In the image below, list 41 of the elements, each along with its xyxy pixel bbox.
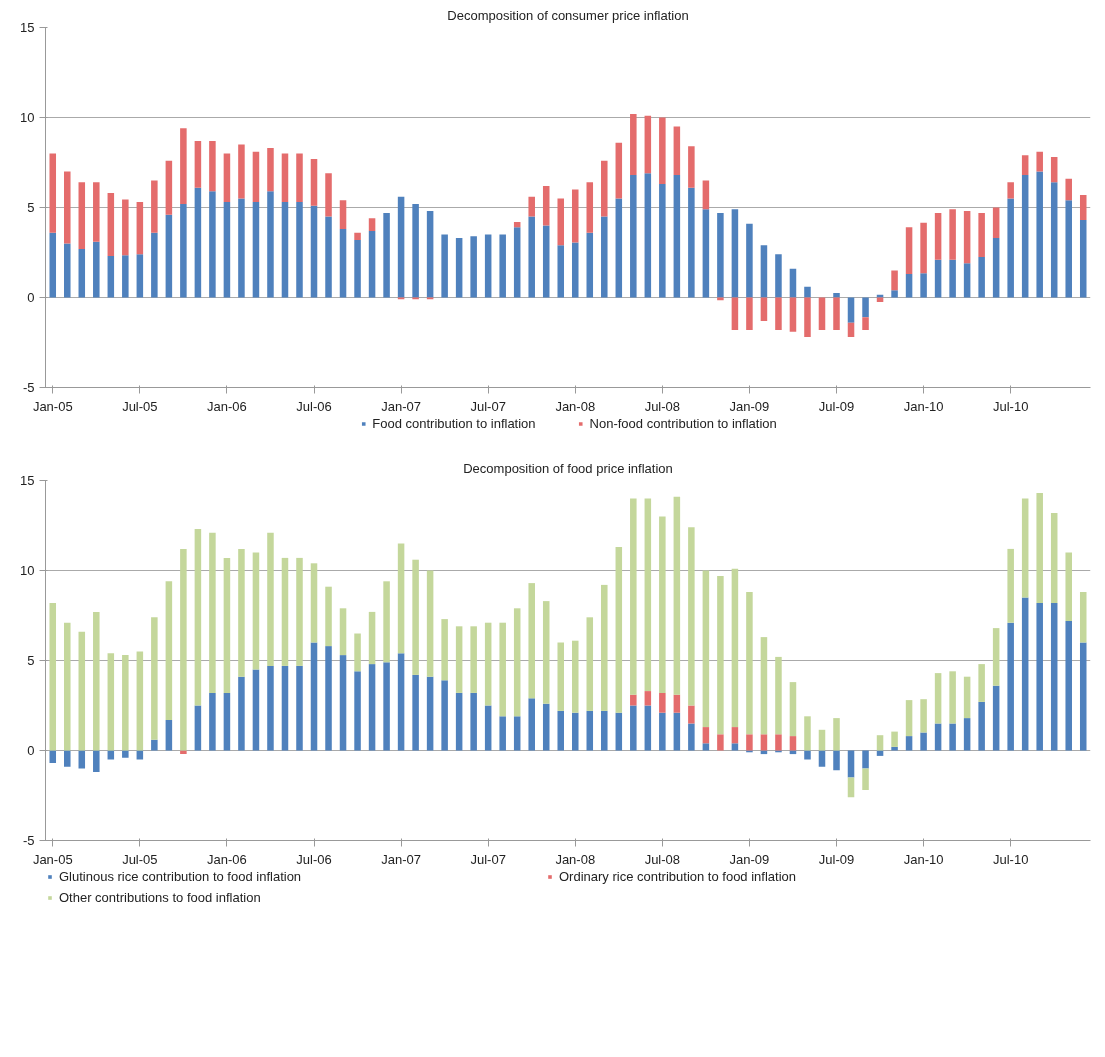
y-tick-label: 5 — [27, 653, 35, 668]
chart-title: Decomposition of food price inflation — [463, 460, 673, 476]
legend-label: Non-food contribution to inflation — [589, 416, 777, 431]
legend-label: Ordinary rice contribution to food inflation — [559, 869, 797, 884]
y-tick-label: 15 — [20, 473, 35, 488]
y-tick-label: 0 — [27, 743, 35, 758]
y-tick-label: -5 — [22, 833, 35, 848]
x-tick-label: Jan-08 — [555, 851, 596, 867]
x-tick-label: Jul-05 — [122, 398, 158, 414]
x-tick-label: Jul-06 — [296, 398, 332, 414]
x-tick-label: Jan-07 — [381, 851, 421, 867]
x-tick-label: Jul-05 — [122, 851, 158, 867]
x-tick-label: Jul-08 — [644, 851, 681, 867]
x-tick-label: Jan-05 — [32, 851, 73, 867]
x-tick-label: Jul-06 — [296, 851, 332, 867]
y-tick-label: 15 — [20, 20, 35, 35]
x-tick-label: Jul-10 — [992, 398, 1029, 414]
x-tick-label: Jan-08 — [555, 398, 596, 414]
x-tick-label: Jan-10 — [903, 851, 944, 867]
x-tick-label: Jan-10 — [903, 398, 944, 414]
x-tick-label: Jan-09 — [729, 851, 770, 867]
legend-label: Other contributions to food inflation — [59, 890, 262, 905]
y-tick-label: 10 — [20, 110, 35, 125]
y-tick-label: 10 — [20, 563, 35, 578]
x-tick-label: Jul-10 — [992, 851, 1029, 867]
x-tick-label: Jan-05 — [32, 398, 73, 414]
legend-label: Food contribution to inflation — [372, 416, 536, 431]
x-tick-label: Jul-07 — [470, 851, 506, 867]
x-tick-label: Jul-09 — [818, 398, 855, 414]
x-tick-label: Jan-09 — [729, 398, 770, 414]
x-tick-label: Jan-07 — [381, 398, 421, 414]
x-tick-label: Jul-09 — [818, 851, 855, 867]
y-tick-label: -5 — [22, 380, 35, 395]
y-tick-label: 5 — [27, 200, 35, 215]
legend-label: Glutinous rice contribution to food inflation — [59, 869, 303, 884]
x-tick-label: Jul-08 — [644, 398, 681, 414]
chart-title: Decomposition of consumer price inflation — [447, 7, 689, 23]
x-tick-label: Jan-06 — [207, 851, 247, 867]
x-tick-label: Jan-06 — [207, 398, 247, 414]
y-tick-label: 0 — [27, 290, 35, 305]
x-tick-label: Jul-07 — [470, 398, 506, 414]
